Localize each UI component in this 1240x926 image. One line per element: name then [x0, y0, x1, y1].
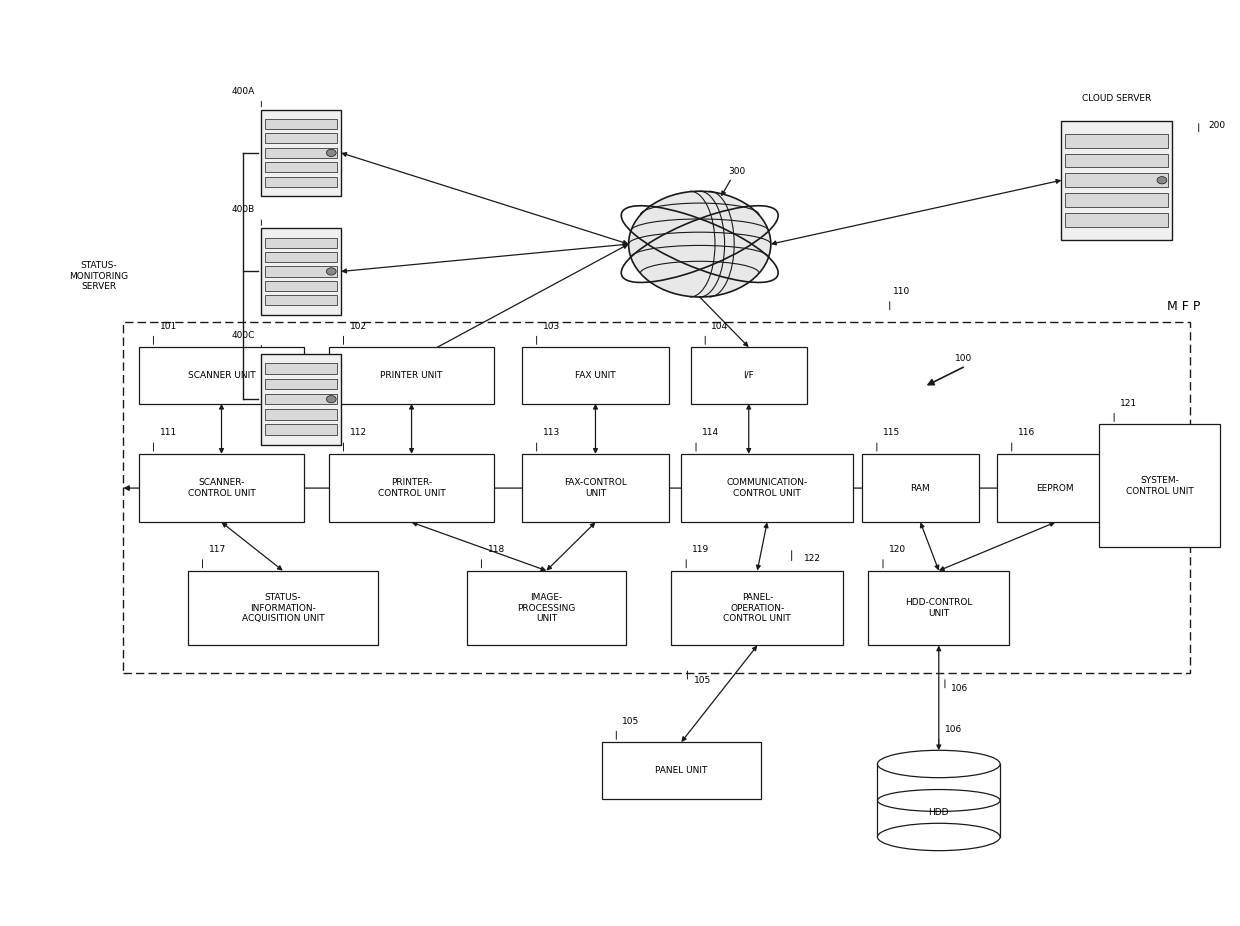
- FancyBboxPatch shape: [466, 570, 626, 645]
- Text: 103: 103: [543, 321, 560, 331]
- Circle shape: [326, 149, 336, 156]
- Text: 110: 110: [893, 287, 910, 296]
- FancyBboxPatch shape: [1065, 133, 1168, 147]
- Text: CLOUD SERVER: CLOUD SERVER: [1083, 94, 1151, 103]
- FancyBboxPatch shape: [1065, 154, 1168, 168]
- FancyBboxPatch shape: [139, 454, 304, 522]
- FancyBboxPatch shape: [262, 228, 341, 315]
- Text: SCANNER UNIT: SCANNER UNIT: [187, 371, 255, 380]
- FancyBboxPatch shape: [878, 764, 1001, 837]
- Text: 121: 121: [1120, 399, 1137, 407]
- Text: 114: 114: [702, 429, 719, 437]
- Text: 117: 117: [208, 545, 226, 555]
- Text: 102: 102: [350, 321, 367, 331]
- FancyBboxPatch shape: [1100, 424, 1220, 547]
- Text: 101: 101: [160, 321, 177, 331]
- FancyBboxPatch shape: [265, 267, 337, 277]
- FancyBboxPatch shape: [265, 363, 337, 374]
- FancyBboxPatch shape: [265, 133, 337, 144]
- FancyBboxPatch shape: [1065, 194, 1168, 206]
- Circle shape: [629, 191, 771, 297]
- Text: HDD: HDD: [929, 808, 949, 817]
- FancyBboxPatch shape: [691, 347, 807, 404]
- Text: 400C: 400C: [232, 331, 255, 340]
- Text: PANEL UNIT: PANEL UNIT: [655, 766, 708, 775]
- Text: PANEL-
OPERATION-
CONTROL UNIT: PANEL- OPERATION- CONTROL UNIT: [723, 594, 791, 623]
- Text: 112: 112: [350, 429, 367, 437]
- Text: 115: 115: [883, 429, 900, 437]
- Text: 400A: 400A: [232, 87, 255, 96]
- Text: 105: 105: [693, 676, 711, 684]
- Circle shape: [1157, 177, 1167, 184]
- FancyBboxPatch shape: [1065, 213, 1168, 227]
- Text: 106: 106: [951, 684, 968, 694]
- Text: 200: 200: [1209, 121, 1225, 130]
- FancyBboxPatch shape: [522, 347, 670, 404]
- Ellipse shape: [878, 750, 1001, 778]
- Text: I/F: I/F: [743, 371, 754, 380]
- Text: 120: 120: [889, 545, 906, 555]
- Text: 111: 111: [160, 429, 177, 437]
- FancyBboxPatch shape: [265, 177, 337, 187]
- Text: COMMUNICATION-
CONTROL UNIT: COMMUNICATION- CONTROL UNIT: [727, 479, 807, 498]
- Circle shape: [326, 395, 336, 403]
- FancyBboxPatch shape: [601, 742, 761, 798]
- Text: 106: 106: [945, 725, 962, 734]
- FancyBboxPatch shape: [139, 347, 304, 404]
- FancyBboxPatch shape: [265, 162, 337, 172]
- Text: 113: 113: [543, 429, 560, 437]
- FancyBboxPatch shape: [265, 237, 337, 247]
- Text: STATUS-
INFORMATION-
ACQUISITION UNIT: STATUS- INFORMATION- ACQUISITION UNIT: [242, 594, 324, 623]
- Text: 122: 122: [804, 555, 821, 563]
- Text: FAX-CONTROL
UNIT: FAX-CONTROL UNIT: [564, 479, 627, 498]
- Text: EEPROM: EEPROM: [1037, 483, 1074, 493]
- FancyBboxPatch shape: [329, 347, 495, 404]
- FancyBboxPatch shape: [1061, 121, 1172, 240]
- Circle shape: [326, 268, 336, 275]
- FancyBboxPatch shape: [1065, 173, 1168, 187]
- FancyBboxPatch shape: [997, 454, 1114, 522]
- FancyBboxPatch shape: [681, 454, 853, 522]
- FancyBboxPatch shape: [265, 295, 337, 306]
- Text: 116: 116: [1018, 429, 1035, 437]
- Text: 400B: 400B: [232, 206, 255, 215]
- FancyBboxPatch shape: [265, 281, 337, 291]
- FancyBboxPatch shape: [262, 354, 341, 444]
- Text: RAM: RAM: [910, 483, 930, 493]
- FancyBboxPatch shape: [265, 119, 337, 129]
- Text: 105: 105: [622, 717, 640, 726]
- FancyBboxPatch shape: [522, 454, 670, 522]
- Ellipse shape: [878, 823, 1001, 851]
- FancyBboxPatch shape: [187, 570, 378, 645]
- Text: 104: 104: [712, 321, 728, 331]
- FancyBboxPatch shape: [265, 409, 337, 419]
- Text: FAX UNIT: FAX UNIT: [575, 371, 616, 380]
- Text: SYSTEM-
CONTROL UNIT: SYSTEM- CONTROL UNIT: [1126, 476, 1193, 495]
- Text: SCANNER-
CONTROL UNIT: SCANNER- CONTROL UNIT: [187, 479, 255, 498]
- Text: 118: 118: [487, 545, 505, 555]
- FancyBboxPatch shape: [862, 454, 978, 522]
- Text: M F P: M F P: [1167, 299, 1200, 312]
- Text: HDD-CONTROL
UNIT: HDD-CONTROL UNIT: [905, 598, 972, 618]
- FancyBboxPatch shape: [265, 424, 337, 435]
- Text: 119: 119: [692, 545, 709, 555]
- FancyBboxPatch shape: [265, 252, 337, 262]
- Text: IMAGE-
PROCESSING
UNIT: IMAGE- PROCESSING UNIT: [517, 594, 575, 623]
- FancyBboxPatch shape: [265, 148, 337, 158]
- Text: STATUS-
MONITORING
SERVER: STATUS- MONITORING SERVER: [69, 261, 129, 291]
- FancyBboxPatch shape: [672, 570, 843, 645]
- Text: PRINTER-
CONTROL UNIT: PRINTER- CONTROL UNIT: [378, 479, 445, 498]
- FancyBboxPatch shape: [265, 379, 337, 389]
- Text: PRINTER UNIT: PRINTER UNIT: [381, 371, 443, 380]
- Text: 300: 300: [728, 167, 745, 176]
- Text: 100: 100: [955, 354, 972, 363]
- FancyBboxPatch shape: [329, 454, 495, 522]
- FancyBboxPatch shape: [265, 394, 337, 405]
- FancyBboxPatch shape: [868, 570, 1009, 645]
- FancyBboxPatch shape: [262, 109, 341, 196]
